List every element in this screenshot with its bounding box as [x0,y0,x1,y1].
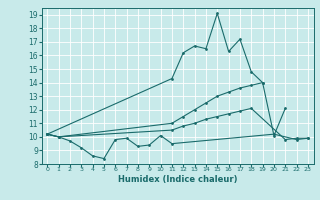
X-axis label: Humidex (Indice chaleur): Humidex (Indice chaleur) [118,175,237,184]
